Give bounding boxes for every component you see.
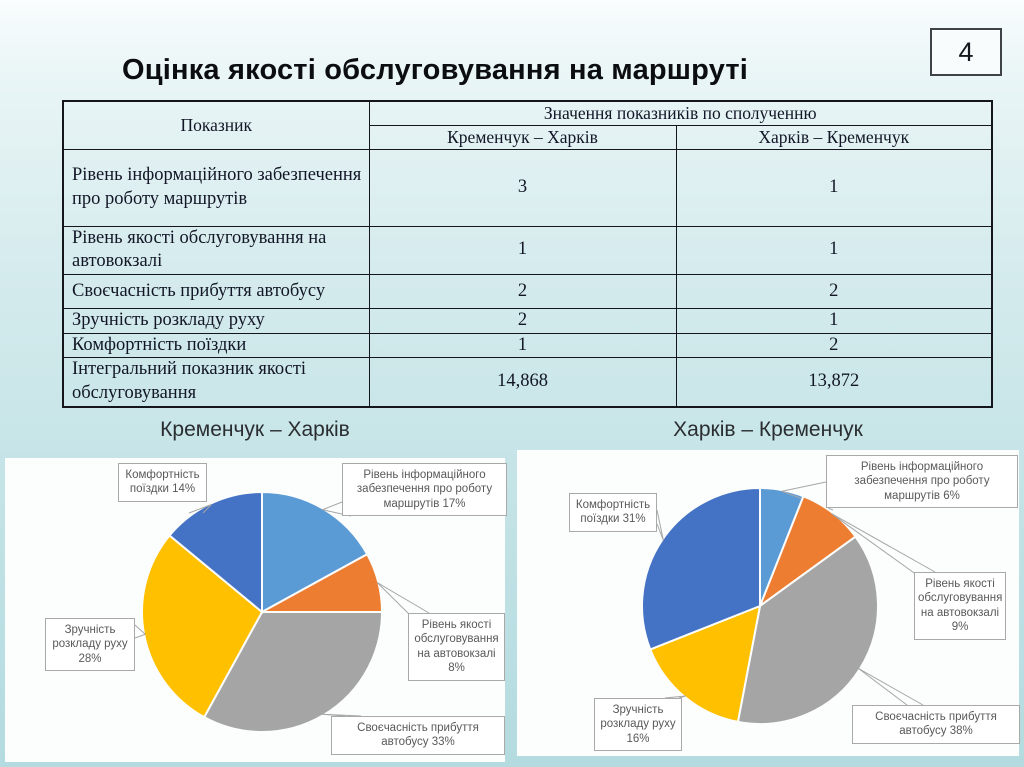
slide-title: Оцінка якості обслуговування на маршруті: [121, 54, 749, 86]
pie-label-leader-line: [134, 624, 146, 635]
pie-label-leader-line: [831, 513, 918, 576]
row-value-cell: 2: [368, 273, 677, 309]
table-header-group: Значення показників по сполученню: [368, 100, 993, 126]
pie-slice: [648, 604, 762, 724]
page-number: 4: [958, 36, 974, 67]
pie-label-box: Рівень інформаційного забезпечення про р…: [826, 455, 1018, 509]
pie-label-leader-line: [664, 695, 686, 699]
row-label-cell: Зручність розкладу руху: [62, 307, 370, 334]
row-value-cell: 1: [675, 225, 993, 275]
table-row: Рівень інформаційного забезпечення про р…: [62, 148, 993, 227]
pie-slice: [641, 486, 761, 651]
row-label-cell: Комфортність поїздки: [62, 332, 370, 359]
row-label-cell: Своєчасність прибуття автобусу: [62, 273, 370, 309]
pie-label-leader-line: [858, 668, 924, 706]
pie-plot: [641, 481, 936, 725]
table-row: Інтегральний показник якості обслуговува…: [62, 357, 993, 408]
pie-label-leader-line: [376, 582, 430, 614]
pie-slice: [168, 490, 263, 615]
pie-label-box: Комфортність поїздки 14%: [118, 463, 207, 502]
table-row: Комфортність поїздки 1 2: [62, 332, 993, 359]
chart-title-left: Кременчук – Харків: [160, 418, 350, 441]
row-label-cell: Рівень інформаційного забезпечення про р…: [62, 148, 370, 227]
pie-label-leader-line: [831, 513, 936, 573]
pie-label-leader-line: [656, 523, 664, 541]
pie-label-box: Своєчасність прибуття автобусу 38%: [852, 705, 1020, 744]
row-label-cell: Рівень якості обслуговування на автовокз…: [62, 225, 370, 275]
row-value-cell: 1: [675, 307, 993, 334]
row-label-cell: Інтегральний показник якості обслуговува…: [62, 357, 370, 408]
pie-label-box: Комфортність поїздки 31%: [569, 493, 657, 532]
pie-slice: [202, 611, 384, 733]
pie-label-leader-line: [678, 695, 686, 699]
pie-label-leader-line: [858, 668, 908, 706]
pie-label-box: Рівень якості обслуговування на автовокз…: [914, 572, 1006, 640]
metrics-table: Показник Значення показників по сполучен…: [62, 100, 993, 408]
pie-chart-right: Рівень інформаційного забезпечення про р…: [517, 450, 1020, 756]
table-row: Зручність розкладу руху 2 1: [62, 307, 993, 334]
pie-slice: [261, 490, 369, 614]
row-value-cell: 13,872: [675, 357, 993, 408]
page-number-box: 4: [930, 28, 1002, 76]
pie-chart-left: Рівень інформаційного забезпечення про р…: [5, 458, 507, 762]
pie-label-leader-line: [322, 501, 343, 511]
pie-label-leader-line: [781, 481, 827, 492]
row-value-cell: 1: [675, 148, 993, 227]
row-value-cell: 2: [675, 332, 993, 359]
table-header-route-1: Кременчук – Харків: [368, 124, 677, 150]
row-value-cell: 1: [368, 225, 677, 275]
row-value-cell: 2: [675, 273, 993, 309]
pie-label-leader-line: [656, 509, 664, 541]
pie-label-box: Зручність розкладу руху 16%: [594, 698, 682, 752]
table-header-row: Показник Значення показників по сполучен…: [62, 100, 993, 150]
row-value-cell: 3: [368, 148, 677, 227]
chart-title-right: Харків – Кременчук: [673, 418, 863, 441]
table-subheader-row: Кременчук – Харків Харків – Кременчук: [63, 124, 993, 150]
row-value-cell: 2: [368, 307, 677, 334]
pie-label-box: Зручність розкладу руху 28%: [45, 618, 135, 672]
pie-label-box: Своєчасність прибуття автобусу 33%: [331, 716, 505, 755]
pie-label-box: Рівень інформаційного забезпечення про р…: [342, 463, 507, 517]
table-header-route-2: Харків – Кременчук: [675, 124, 993, 150]
pie-plot: [134, 490, 430, 733]
pie-label-leader-line: [322, 713, 362, 717]
pie-label-leader-line: [376, 582, 412, 617]
row-value-cell: 1: [368, 332, 677, 359]
pie-label-leader-line: [134, 633, 146, 639]
pie-label-leader-line: [188, 504, 212, 514]
table-row: Рівень якості обслуговування на автовокз…: [62, 225, 993, 275]
table-row: Своєчасність прибуття автобусу 2 2: [62, 273, 993, 309]
pie-label-box: Рівень якості обслуговування на автовокз…: [408, 613, 505, 681]
table-header-indicator: Показник: [62, 100, 370, 150]
pie-label-leader-line: [202, 504, 212, 514]
row-value-cell: 14,868: [368, 357, 677, 408]
